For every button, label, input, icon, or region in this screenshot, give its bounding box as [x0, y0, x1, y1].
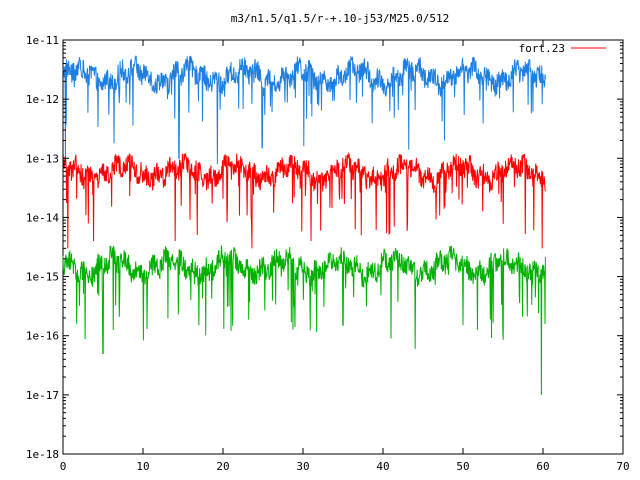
x-tick-label: 50: [456, 460, 469, 473]
series-line-3: [62, 245, 546, 395]
x-tick-label: 0: [60, 460, 67, 473]
x-axis: 0 10 20 30 40 50 60 70: [60, 40, 630, 473]
series-line-2: [62, 151, 546, 249]
x-tick-label: 20: [216, 460, 229, 473]
plot-frame: [62, 39, 624, 455]
x-tick-label: 70: [616, 460, 629, 473]
y-axis: 1e-18 1e-17 1e-16 1e-15 1e-14 1e-13 1e-12 1e-11: [26, 34, 623, 461]
y-tick-label: 1e-12: [26, 93, 59, 106]
x-tick-label: 30: [296, 460, 309, 473]
x-tick-label: 40: [376, 460, 389, 473]
y-tick-label: 1e-18: [26, 448, 59, 461]
chart-title: m3/n1.5/q1.5/r-+.10-j53/M25.0/512: [231, 12, 450, 25]
legend: fort.23: [519, 42, 606, 55]
series-line-1: [62, 55, 546, 165]
y-tick-label: 1e-17: [26, 389, 59, 402]
x-tick-label: 10: [136, 460, 149, 473]
y-tick-label: 1e-11: [26, 34, 59, 47]
y-tick-label: 1e-16: [26, 330, 59, 343]
x-tick-label: 60: [536, 460, 549, 473]
legend-label: fort.23: [519, 42, 565, 55]
series-layer: [62, 55, 546, 395]
y-tick-label: 1e-15: [26, 271, 59, 284]
y-tick-label: 1e-14: [26, 211, 59, 224]
y-tick-label: 1e-13: [26, 152, 59, 165]
